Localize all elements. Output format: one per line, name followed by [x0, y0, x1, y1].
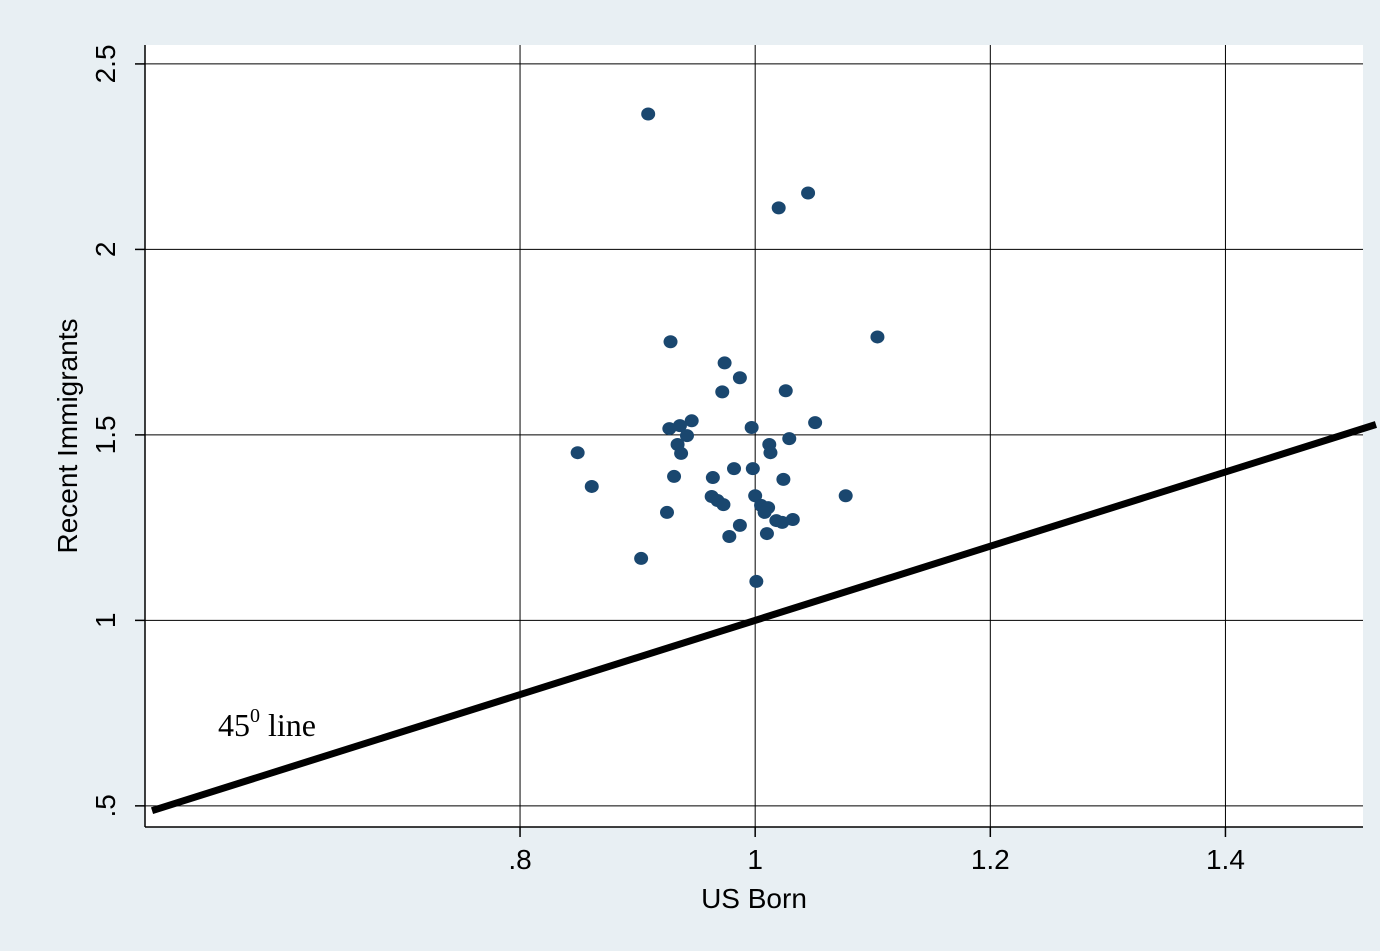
scatter-point	[778, 384, 793, 398]
y-tick-label: .5	[90, 794, 121, 817]
scatter-point	[763, 446, 778, 460]
reference-line	[151, 421, 1377, 815]
y-tick-label: 2.5	[90, 44, 121, 83]
scatter-point	[722, 530, 737, 544]
x-tick-label: 1.2	[971, 844, 1010, 875]
scatter-point	[674, 446, 689, 460]
scatter-point	[838, 489, 853, 503]
scatter-point	[727, 462, 742, 476]
y-tick-label: 2	[90, 242, 121, 258]
scatter-point	[662, 422, 677, 436]
scatter-point	[634, 551, 649, 565]
scatter-point	[744, 420, 759, 434]
scatter-point	[771, 201, 786, 215]
annotation-superscript: 0	[250, 705, 260, 727]
scatter-point	[757, 505, 772, 519]
scatter-point	[641, 107, 656, 121]
scatter-point	[705, 471, 720, 485]
scatter-point	[776, 472, 791, 486]
annotation-suffix: line	[268, 707, 316, 743]
scatter-point	[667, 469, 682, 483]
annotation: 450 line	[218, 705, 316, 743]
scatter-point	[584, 479, 599, 493]
scatter-point	[801, 186, 816, 200]
scatter-point	[782, 432, 797, 446]
y-axis-title: Recent Immigrants	[52, 319, 83, 554]
x-axis-title: US Born	[701, 883, 807, 914]
scatter-point	[732, 371, 747, 385]
scatter-point	[716, 498, 731, 512]
scatter-point	[663, 335, 678, 349]
scatter-point	[684, 414, 699, 428]
scatter-point	[679, 429, 694, 443]
x-tick-label: 1	[747, 844, 763, 875]
scatter-point	[759, 527, 774, 541]
plot-area	[145, 45, 1363, 827]
x-tick-label: .8	[508, 844, 531, 875]
scatter-point	[660, 505, 674, 519]
scatter-point	[672, 419, 687, 433]
scatter-point	[717, 356, 732, 370]
scatter-point	[715, 385, 730, 399]
annotation-base: 45	[218, 707, 250, 743]
scatter-point	[775, 515, 790, 529]
scatter-point	[808, 416, 823, 430]
y-tick-label: 1	[90, 613, 121, 629]
scatter-point	[870, 330, 885, 344]
y-tick-label: 1.5	[90, 415, 121, 454]
x-tick-label: 1.4	[1206, 844, 1245, 875]
scatter-point	[748, 489, 763, 503]
scatter-point	[745, 462, 760, 476]
scatter-point	[570, 446, 585, 460]
scatter-point	[732, 518, 747, 532]
scatter-point	[749, 574, 764, 588]
scatter-point	[785, 512, 800, 526]
